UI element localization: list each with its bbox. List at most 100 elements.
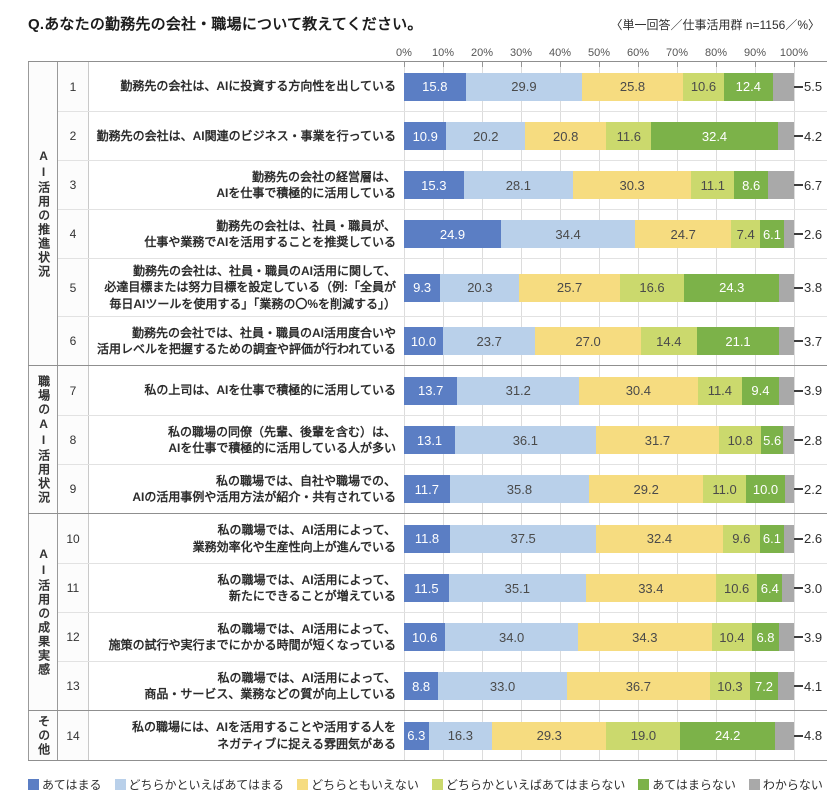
group-label-cell: AI活用の推進状況 [28,62,58,365]
question-group: その他 14 私の職場には、AIを活用することや活用する人を ネガティブに捉える雰囲… [28,710,827,760]
segment-value-label: 23.7 [476,333,502,349]
group-label-cell: その他 [28,711,58,760]
segment-value-label: 10.6 [723,580,750,596]
leader-dash [794,685,803,687]
segment-value-label: 27.0 [575,333,601,349]
axis-tick-mark [404,62,405,67]
unknown-value-label: 2.8 [804,432,823,448]
unknown-value-label: 2.6 [804,226,823,242]
table-row: 3 勤務先の会社の経営層は、 AIを仕事で積極的に活用している 15.3 28.1 30… [58,160,827,209]
unknown-value-label: 2.6 [804,531,823,546]
gridlines [404,62,795,760]
axis-tick-mark [443,62,444,67]
segment-value-label: 6.3 [407,728,426,743]
segment-value-label: 6.4 [760,580,779,596]
row-number: 3 [58,161,89,209]
table-row: 7 私の上司は、AIを仕事で積極的に活用している 13.7 31.2 30.4 11.4 9… [58,366,827,415]
segment-value-label: 29.9 [511,79,537,94]
stacked-bar: 10.9 20.2 20.8 11.6 32.4 [404,122,794,150]
legend-label: どちらかといえばあてはまる [128,778,285,792]
bar-track: 11.5 35.1 33.4 10.6 6.4 [404,564,794,612]
bar-segment: 5.6 [761,426,784,454]
legend-swatch [638,779,650,790]
row-number: 2 [58,112,89,160]
segment-value-label: 15.3 [421,177,447,193]
bar-segment: 29.3 [492,721,607,750]
stacked-bar: 13.7 31.2 30.4 11.4 9.4 [404,376,794,405]
axis-tick-label: 0% [396,47,412,59]
question-group: AI活用の成果実感 10 私の職場では、AI活用によって、 業務効率化や生産性向上が… [28,513,827,710]
unknown-value-cell: 2.2 [794,465,827,513]
segment-value-label: 13.1 [416,432,443,448]
segment-value-label: 6.1 [762,226,782,242]
question-text: 私の職場では、AI活用によって、 業務効率化や生産性向上が進んでいる [192,523,396,554]
question-cell: 勤務先の会社では、社員・職員のAI活用度合いや 活用レベルを把握するための調査や… [89,317,404,365]
bar-segment: 24.2 [680,721,775,750]
segment-value-label: 11.8 [414,531,440,546]
stacked-bar: 10.0 23.7 27.0 14.4 21.1 [404,327,794,355]
bar-segment: 25.7 [519,273,620,302]
axis-tick-label: 90% [743,47,767,59]
bar-segment: 10.3 [709,672,750,700]
question-cell: 私の職場の同僚（先輩、後輩を含む）は、 AIを仕事で積極的に活用している人が多い [89,416,404,464]
legend-item: どちらかといえばあてはまる [114,776,285,793]
bar-segment: 21.1 [696,327,780,355]
bar-segment: 33.0 [438,672,567,700]
question-text: 勤務先の会社の経営層は、 AIを仕事で積極的に活用している [216,169,396,200]
stacked-bar: 6.3 16.3 29.3 19.0 24.2 [404,721,794,750]
group-label: AI活用の推進状況 [36,148,51,279]
leader-dash [794,488,803,490]
bar-segment [783,426,794,454]
question-group: AI活用の推進状況 1 勤務先の会社は、AIに投資する方向性を出している 15.8 29… [28,62,827,365]
segment-value-label: 10.9 [412,128,438,144]
question-cell: 勤務先の会社は、AIに投資する方向性を出している [89,62,404,111]
legend-label: あてはまる [42,778,102,792]
row-number: 14 [58,711,89,760]
segment-value-label: 30.4 [625,383,652,398]
bar-segment: 20.8 [525,122,607,150]
axis-tick-label: 80% [704,47,728,59]
segment-value-label: 31.2 [505,383,531,398]
segment-value-label: 9.6 [732,531,751,546]
bar-segment: 16.3 [428,721,493,750]
legend-label: どちらともいえない [311,778,419,792]
unknown-value-cell: 2.6 [794,514,827,563]
axis-tick-label: 60% [626,47,650,59]
bar-segment: 6.1 [760,220,784,248]
gridline [794,62,795,760]
axis-tick-mark [560,62,561,67]
segment-value-label: 9.3 [413,280,432,295]
unknown-value-cell: 3.7 [794,317,827,365]
segment-value-label: 14.4 [656,333,682,349]
table-row: 12 私の職場では、AI活用によって、 施策の試行や実行までにかかる時間が短くなっ… [58,612,827,661]
segment-value-label: 9.4 [751,383,770,398]
bar-segment: 6.3 [404,721,429,750]
bar-segment: 10.9 [404,122,447,150]
survey-note: 〈単一回答／仕事活用群 n=1156／%〉 [610,18,821,32]
question-cell: 私の職場では、AI活用によって、 新たにできることが増えている [89,564,404,612]
bar-segment: 15.3 [404,171,464,199]
bar-track: 10.9 20.2 20.8 11.6 32.4 [404,112,794,160]
gridline [482,62,483,760]
table-row: 5 勤務先の会社は、社員・職員のAI活用に関して、 必達目標または努力目標を設定し… [58,258,827,316]
segment-value-label: 31.7 [644,432,671,448]
question-cell: 勤務先の会社は、社員・職員のAI活用に関して、 必達目標または努力目標を設定して… [89,259,404,316]
bar-segment [782,574,794,602]
group-rows: 10 私の職場では、AI活用によって、 業務効率化や生産性向上が進んでいる 11.8… [58,514,827,710]
segment-value-label: 28.1 [505,177,531,193]
stacked-bar: 10.6 34.0 34.3 10.4 6.8 [404,623,794,651]
group-rows: 1 勤務先の会社は、AIに投資する方向性を出している 15.8 29.9 25.8 10.… [58,62,827,365]
table-row: 9 私の職場では、自社や職場での、 AIの活用事例や活用方法が紹介・共有されている… [58,464,827,513]
unknown-value-cell: 4.8 [794,711,827,760]
table-row: 10 私の職場では、AI活用によって、 業務効率化や生産性向上が進んでいる 11.8… [58,514,827,563]
segment-value-label: 11.5 [414,580,439,596]
question-text: 勤務先の会社は、社員・職員が、 仕事や業務でAIを活用することを推奨している [144,218,396,249]
question-cell: 私の職場では、AI活用によって、 業務効率化や生産性向上が進んでいる [89,514,404,563]
segment-value-label: 34.0 [498,629,525,645]
unknown-value-label: 3.9 [804,629,823,645]
legend-label: わからない [762,778,823,792]
question-cell: 私の職場では、自社や職場での、 AIの活用事例や活用方法が紹介・共有されている [89,465,404,513]
bar-track: 13.7 31.2 30.4 11.4 9.4 [404,366,794,415]
segment-value-label: 24.3 [719,280,745,295]
question-cell: 私の上司は、AIを仕事で積極的に活用している [89,366,404,415]
